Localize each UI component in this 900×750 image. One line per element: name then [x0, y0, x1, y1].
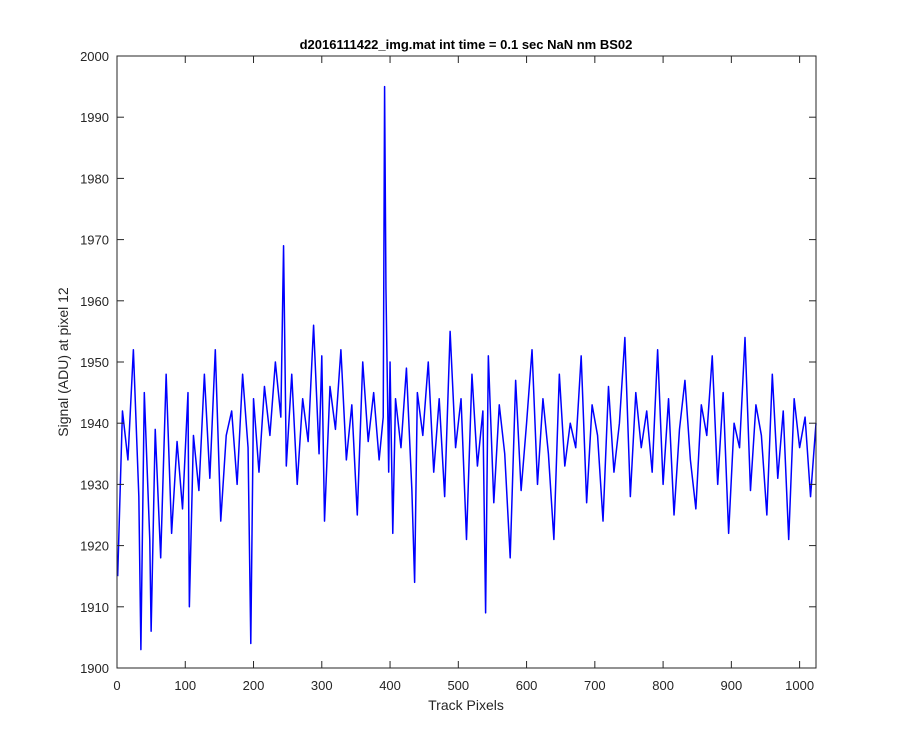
x-axis-label: Track Pixels	[428, 697, 504, 713]
y-tick-label: 1990	[80, 110, 109, 125]
series-line-1	[116, 85, 817, 651]
y-tick-label: 1930	[80, 477, 109, 492]
x-tick-label: 300	[311, 678, 333, 693]
x-tick-label: 800	[652, 678, 674, 693]
y-axis: 1900 1910 1920 1930 1940 1950 1960 1970 1980 1990…	[80, 49, 816, 676]
x-tick-label: 1000	[785, 678, 814, 693]
x-tick-label: 100	[174, 678, 196, 693]
x-tick-label: 0	[113, 678, 120, 693]
y-tick-label: 1900	[80, 661, 109, 676]
chart-title: d2016111422_img.mat int time = 0.1 sec N…	[300, 37, 633, 52]
x-tick-label: 600	[516, 678, 538, 693]
x-tick-label: 200	[243, 678, 265, 693]
x-tick-label: 900	[721, 678, 743, 693]
x-tick-label: 400	[379, 678, 401, 693]
plot-area	[117, 56, 816, 668]
series-layer	[116, 85, 817, 651]
y-tick-label: 1950	[80, 355, 109, 370]
x-axis: 0 100 200 300 400 500 600 700 800 900 1000	[113, 56, 814, 693]
y-tick-label: 1920	[80, 539, 109, 554]
x-tick-label: 500	[447, 678, 469, 693]
y-tick-label: 1960	[80, 294, 109, 309]
y-axis-label: Signal (ADU) at pixel 12	[55, 287, 71, 437]
x-tick-label: 700	[584, 678, 606, 693]
y-tick-label: 1980	[80, 171, 109, 186]
y-tick-label: 1940	[80, 416, 109, 431]
y-tick-label: 1970	[80, 233, 109, 248]
y-tick-label: 2000	[80, 49, 109, 64]
y-tick-label: 1910	[80, 600, 109, 615]
